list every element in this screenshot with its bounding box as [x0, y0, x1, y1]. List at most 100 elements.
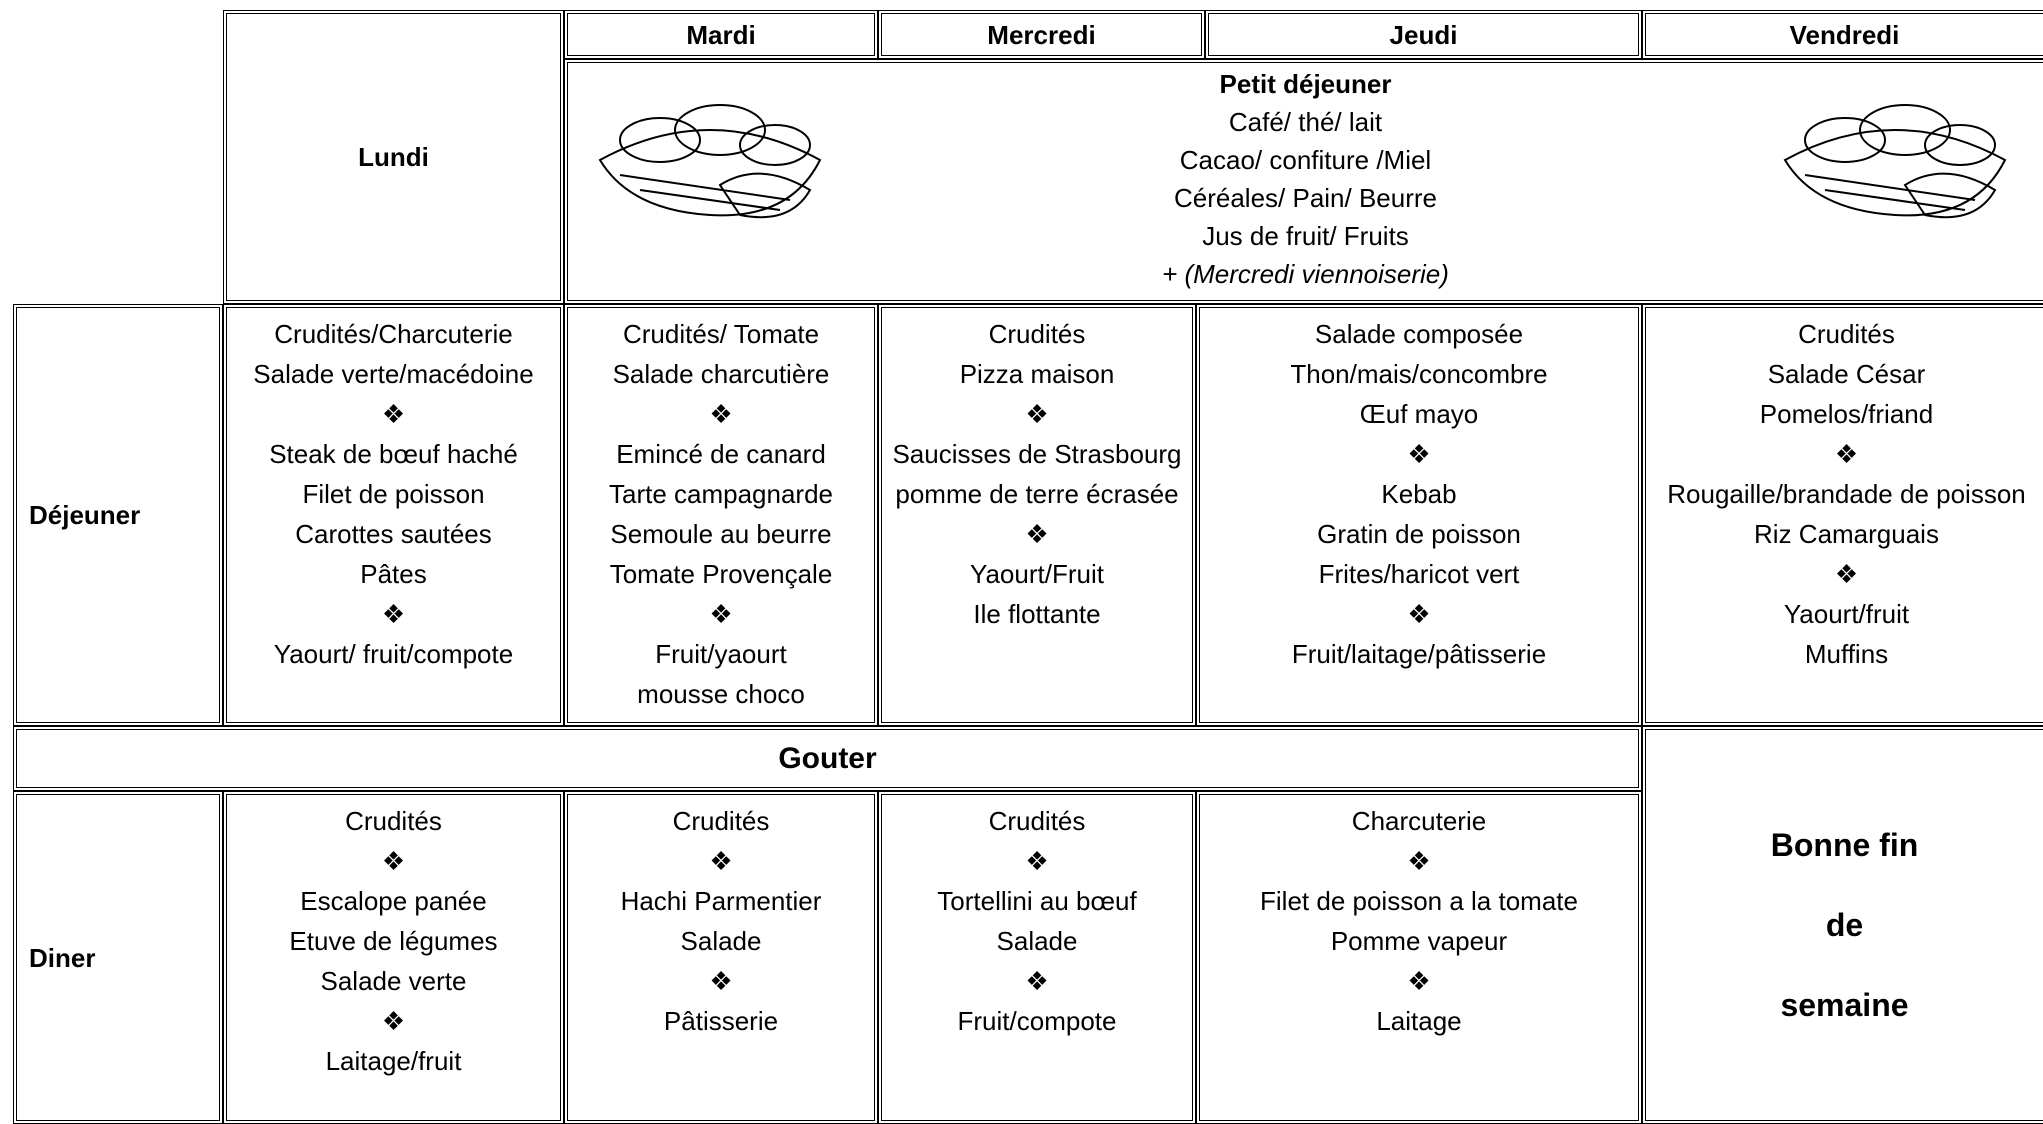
menu-item: ❖ [1834, 559, 1859, 589]
menu-item: Emincé de canard [616, 439, 826, 469]
menu-item: Laitage [1376, 1006, 1462, 1036]
lunch-cell: Crudités/ Tomate Salade charcutière ❖ Eminc… [564, 304, 878, 726]
menu-item: Crudités [672, 806, 770, 836]
menu-item: Salade composée [1314, 319, 1524, 349]
menu-item: ❖ [709, 966, 733, 996]
menu-item: Salade [680, 926, 762, 956]
menu-item: Gratin de poisson [1317, 519, 1521, 549]
menu-item: Crudités [1798, 319, 1895, 349]
closing-line: Bonne fin [1770, 827, 1919, 863]
dinner-cell: Crudités ❖ Escalope panée Etuve de légumes S… [223, 791, 564, 1124]
menu-item: Saucisses de Strasbourg [892, 439, 1182, 469]
menu-item: Salade verte/macédoine [253, 359, 534, 389]
menu-item: Fruit/yaourt [655, 639, 787, 669]
gouter: Gouter [778, 741, 877, 775]
menu-item: ❖ [709, 846, 733, 876]
menu-item: ❖ [1407, 846, 1431, 876]
day: Mardi [686, 19, 756, 50]
menu-item: ❖ [1407, 966, 1431, 996]
row-label: Déjeuner [13, 304, 223, 726]
menu-item: Crudités/Charcuterie [274, 319, 513, 349]
menu-item: Frites/haricot vert [1318, 559, 1520, 589]
day-cell: Vendredi [1642, 10, 2043, 59]
menu-item: Crudités [988, 806, 1086, 836]
row-label: Diner [13, 791, 223, 1124]
menu-item: ❖ [1025, 519, 1049, 549]
menu-item: Hachi Parmentier [620, 886, 822, 916]
day: Lundi [358, 142, 429, 172]
menu-item: Crudités [988, 319, 1086, 349]
breakfast-line: + (Mercredi viennoiserie) [1162, 259, 1449, 289]
menu-item: ❖ [381, 846, 406, 876]
day: Vendredi [1789, 19, 1900, 50]
breakfast-cell: Petit déjeuner Café/ thé/ lait Cacao/ con… [564, 59, 2043, 304]
menu-item: ❖ [1407, 439, 1431, 469]
menu-item: Muffins [1804, 639, 1889, 669]
breakfast-line: Céréales/ Pain/ Beurre [1173, 183, 1438, 213]
menu-item: Salade verte [320, 966, 467, 996]
menu-item: Crudités/ Tomate [622, 319, 820, 349]
menu-item: Pâtes [360, 559, 427, 589]
lunch-cell: Salade composée Thon/mais/concombre Œuf ma… [1196, 304, 1642, 726]
closing-line: semaine [1780, 987, 1909, 1023]
menu-item: pomme de terre écrasée [895, 479, 1179, 509]
menu-item: Salade César [1767, 359, 1926, 389]
menu-item: ❖ [1025, 966, 1049, 996]
dinner-cell: Crudités ❖ Tortellini au bœuf Salade ❖ Fruit/… [878, 791, 1196, 1124]
menu-item: ❖ [1025, 846, 1049, 876]
menu-item: ❖ [1834, 439, 1859, 469]
menu-item: Rougaille/brandade de poisson [1667, 479, 2026, 509]
menu-item: Carottes sautées [295, 519, 492, 549]
dinner-cell: Charcuterie ❖ Filet de poisson a la tomate… [1196, 791, 1642, 1124]
menu-item: Yaourt/ fruit/compote [273, 639, 514, 669]
menu-item: Thon/mais/concombre [1290, 359, 1548, 389]
croissant-basket-illustration [1783, 104, 2007, 219]
menu-item: Etuve de légumes [289, 926, 498, 956]
day-cell: Mardi [564, 10, 878, 59]
menu-item: Filet de poisson a la tomate [1260, 886, 1578, 916]
menu-item: Yaourt/fruit [1783, 599, 1910, 629]
closing-cell: Bonne fin de semaine [1642, 726, 2043, 1124]
menu-item: Pâtisserie [663, 1006, 779, 1036]
menu-item: Fruit/laitage/pâtisserie [1291, 639, 1547, 669]
menu-item: Charcuterie [1351, 806, 1487, 836]
menu-item: Kebab [1381, 479, 1457, 509]
dinner-label: Diner [29, 942, 96, 973]
menu-item: Tomate Provençale [609, 559, 833, 589]
menu-item: Filet de poisson [302, 479, 485, 509]
menu-item: ❖ [381, 1006, 406, 1036]
croissant-basket-illustration [598, 104, 822, 219]
gouter-cell: Gouter [13, 726, 1642, 791]
dinner-cell: Crudités ❖ Hachi Parmentier Salade ❖ Pâtisser… [564, 791, 878, 1124]
menu-item: Salade charcutière [612, 359, 830, 389]
day-cell: Jeudi [1205, 10, 1642, 59]
menu-item: Steak de bœuf haché [269, 439, 518, 469]
lunch-cell: Crudités Salade César Pomelos/friand ❖ Rouga… [1642, 304, 2043, 726]
breakfast-line: Jus de fruit/ Fruits [1202, 221, 1409, 251]
menu-item: ❖ [709, 399, 733, 429]
menu-item: ❖ [1025, 399, 1049, 429]
menu-item: Salade [996, 926, 1078, 956]
menu-item: Escalope panée [300, 886, 487, 916]
menu-item: Pomelos/friand [1759, 399, 1934, 429]
menu-item: Œuf mayo [1359, 399, 1479, 429]
menu-item: ❖ [709, 599, 733, 629]
menu-item: Pomme vapeur [1330, 926, 1508, 956]
menu-item: Pizza maison [959, 359, 1115, 389]
menu-item: Laitage/fruit [325, 1046, 462, 1076]
menu-item: Tarte campagnarde [608, 479, 834, 509]
day-cell: Lundi [223, 10, 564, 304]
menu-item: mousse choco [637, 679, 805, 709]
lunch-cell: Crudités/Charcuterie Salade verte/macédoi… [223, 304, 564, 726]
day: Mercredi [987, 19, 1096, 50]
closing-line: de [1825, 907, 1864, 943]
menu-item: Crudités [345, 806, 442, 836]
day-cell: Mercredi [878, 10, 1205, 59]
menu-item: ❖ [1407, 599, 1431, 629]
menu-item: Riz Camarguais [1754, 519, 1939, 549]
breakfast-title: Petit déjeuner [1219, 69, 1392, 99]
lunch-cell: Crudités Pizza maison ❖ Saucisses de Strasb… [878, 304, 1196, 726]
menu-item: Ile flottante [973, 599, 1101, 629]
menu-item: Tortellini au bœuf [937, 886, 1137, 916]
menu-item: Yaourt/Fruit [970, 559, 1104, 589]
